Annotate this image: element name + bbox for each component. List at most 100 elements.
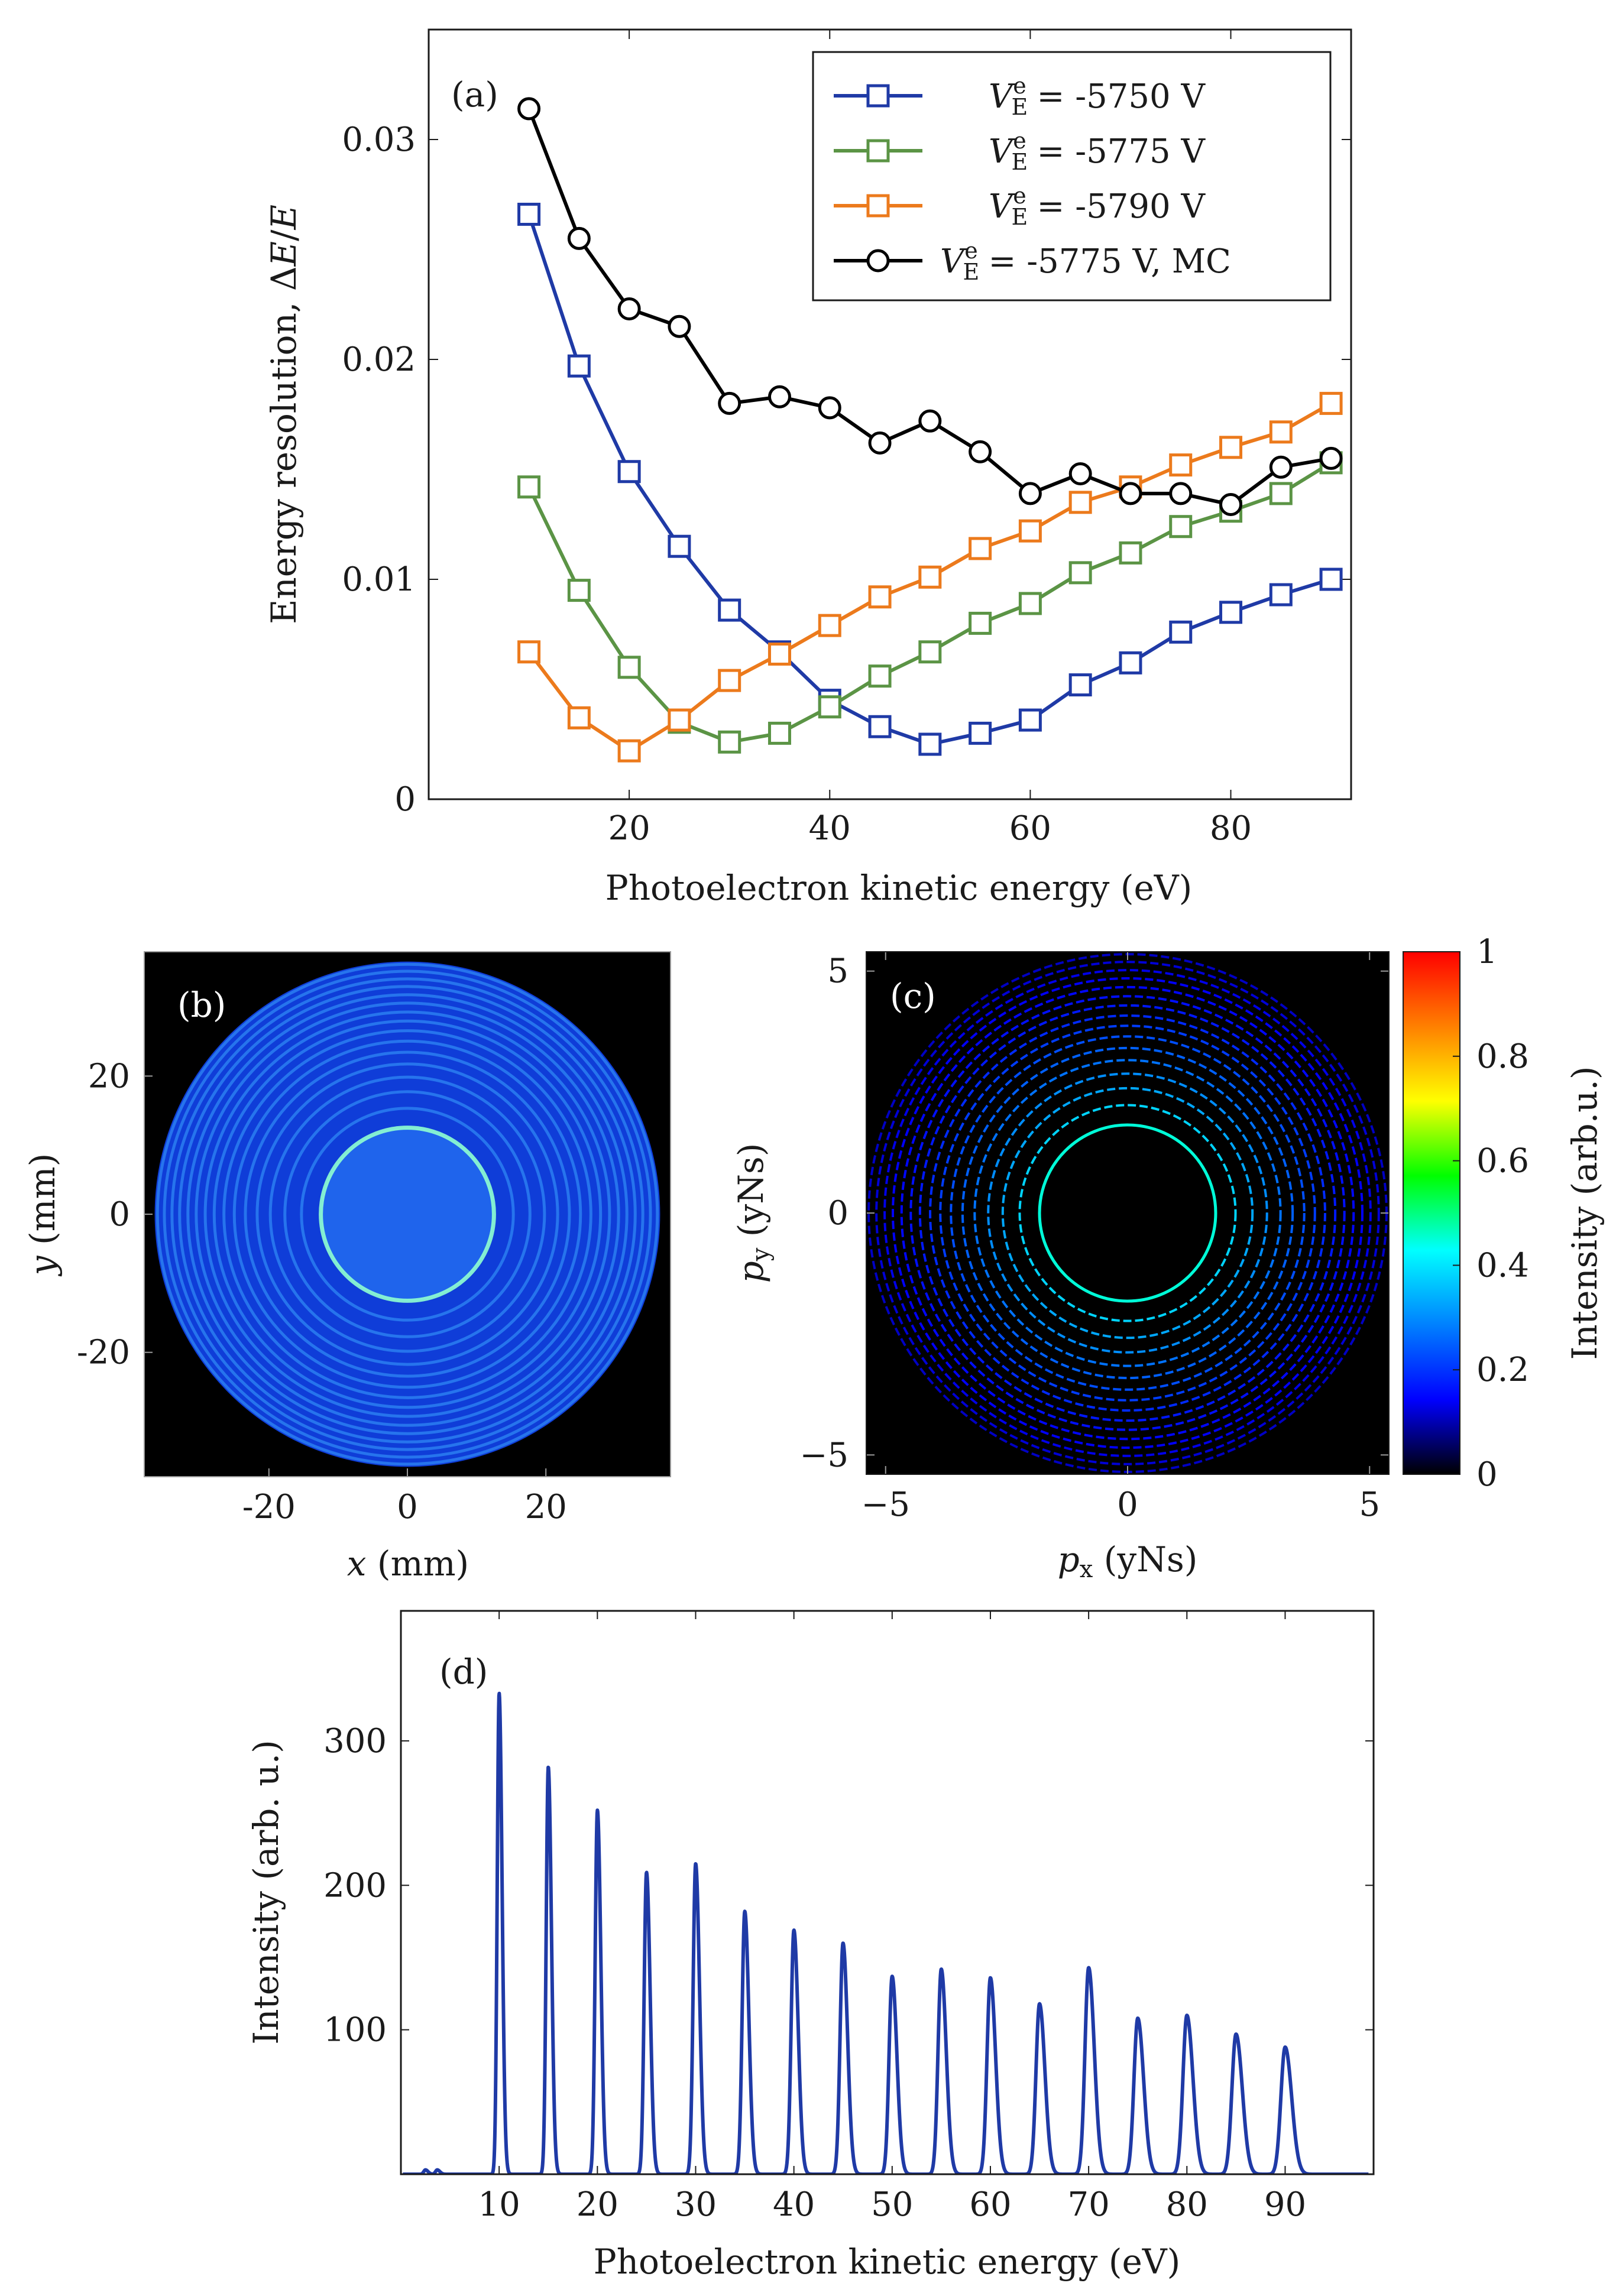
panel-c-ylabel: py (yNs) (731, 1143, 775, 1283)
a-point-marker (668, 708, 691, 732)
a-point-marker (517, 202, 541, 226)
inner-ring (319, 1126, 496, 1303)
momentum-ring (883, 969, 1372, 1457)
legend-label-1: VEe = -5775 V (989, 128, 1206, 175)
a-series-line-1 (527, 461, 1332, 744)
a-point-marker (517, 640, 541, 664)
detector-ring (255, 1062, 559, 1366)
c-xtick-label: −5 (861, 1486, 910, 1524)
a-point-marker (567, 226, 591, 250)
detector-ring (222, 1029, 592, 1399)
legend-label-2: VEe = -5790 V (989, 183, 1206, 230)
panel-d-ticks: 10 20 30 40 50 60 70 80 90 100 200 300 (323, 1611, 1374, 2224)
detector-ring (268, 1075, 546, 1353)
d-xtick-label: 30 (675, 2185, 717, 2224)
panel-b-detector-image: -20 0 20 -20 0 20 (b) x (mm) y (mm) (22, 951, 671, 1584)
a-point-marker (1018, 592, 1042, 615)
a-point-marker (1219, 493, 1243, 517)
d-ytick-label: 200 (323, 1866, 387, 1905)
momentum-ring (1001, 1087, 1254, 1340)
a-point-marker (1169, 620, 1193, 644)
a-ytick-label: 0.03 (342, 121, 416, 159)
colorbar-label: Intensity (arb.u.) (1565, 1066, 1605, 1360)
panel-d-xlabel: Photoelectron kinetic energy (eV) (594, 2242, 1181, 2282)
legend-marker-3 (866, 249, 890, 273)
a-point-marker (1119, 541, 1142, 565)
d-xtick-label: 50 (871, 2185, 913, 2224)
detector-ring (232, 1039, 582, 1389)
panel-a-ylabel: Energy resolution, ΔE/E (264, 205, 304, 624)
a-point-marker (718, 669, 741, 692)
a-point-marker (1269, 482, 1293, 505)
a-ytick-label: 0.01 (342, 560, 416, 599)
momentum-ring (918, 1004, 1337, 1422)
a-point-marker (617, 460, 641, 484)
detector-ring (300, 1107, 515, 1322)
spectrum-peak (425, 2169, 426, 2171)
momentum-ring (1038, 1123, 1217, 1303)
a-point-marker (1169, 515, 1193, 539)
a-point-marker (868, 715, 892, 738)
momentum-ring (875, 961, 1380, 1465)
a-point-marker (918, 409, 942, 433)
colorbar-tick-label: 1 (1476, 933, 1498, 971)
panel-c-image (867, 953, 1388, 1473)
detector-ring (283, 1090, 532, 1338)
detector-ring (195, 1001, 620, 1427)
a-point-marker (969, 440, 992, 463)
momentum-ring (973, 1059, 1282, 1367)
b-ytick-label: -20 (77, 1334, 130, 1372)
a-xtick-label: 20 (608, 809, 650, 848)
d-xtick-label: 60 (969, 2185, 1011, 2224)
momentum-ring (892, 977, 1364, 1449)
a-point-marker (818, 614, 841, 637)
panel-a-frame (428, 28, 1352, 800)
d-xtick-label: 90 (1264, 2185, 1306, 2224)
a-point-marker (718, 598, 741, 622)
spectrum-peak (548, 1766, 549, 1768)
a-point-marker (1269, 583, 1293, 607)
a-point-marker (767, 721, 791, 745)
panel-c-label: (c) (890, 976, 936, 1016)
a-point-marker (567, 579, 591, 602)
legend-label-0: VEe = -5750 V (989, 73, 1206, 120)
momentum-ring (909, 995, 1346, 1431)
panel-b-xlabel: x (mm) (347, 1543, 469, 1584)
a-point-marker (718, 391, 741, 415)
panel-b-ylabel: y (mm) (22, 1153, 63, 1277)
a-point-marker (1068, 491, 1092, 514)
a-point-marker (818, 695, 841, 719)
a-point-marker (1119, 482, 1142, 505)
c-ytick-label: 0 (827, 1194, 849, 1233)
spectrum-peak (695, 1863, 696, 1864)
a-point-marker (1219, 436, 1243, 459)
panel-a-ticks: 20 40 60 80 0 0.01 0.02 0.03 (342, 30, 1351, 848)
d-ytick-label: 300 (323, 1722, 387, 1760)
c-ytick-label: −5 (799, 1436, 849, 1474)
panel-c-ticks: −5 0 5 −5 0 5 (799, 952, 1389, 1524)
a-point-marker (617, 656, 641, 679)
a-point-marker (1319, 446, 1343, 470)
a-point-marker (1068, 462, 1092, 485)
panel-d-spectrum-chart: 10 20 30 40 50 60 70 80 90 100 200 300 (d) Photoele… (246, 1610, 1375, 2282)
colorbar (1403, 951, 1460, 1475)
spectrum-peak (646, 1872, 647, 1873)
a-point-marker (1068, 561, 1092, 585)
a-point-marker (1269, 420, 1293, 444)
panel-b-ticks: -20 0 20 -20 0 20 (77, 1057, 567, 1526)
a-point-marker (617, 297, 641, 320)
panel-d-series (401, 1691, 1370, 2174)
legend-marker-2 (866, 194, 890, 218)
a-point-marker (567, 706, 591, 729)
central-disc (320, 1127, 494, 1301)
momentum-ring (961, 1046, 1294, 1380)
a-point-marker (868, 431, 892, 455)
a-point-marker (1018, 482, 1042, 505)
b-ytick-label: 20 (88, 1057, 130, 1095)
c-xtick-label: 0 (1117, 1486, 1138, 1524)
spectrum-peak (744, 1911, 746, 1912)
a-point-marker (617, 739, 641, 763)
d-ytick-label: 100 (323, 2011, 387, 2049)
detector-ring (203, 1010, 611, 1418)
